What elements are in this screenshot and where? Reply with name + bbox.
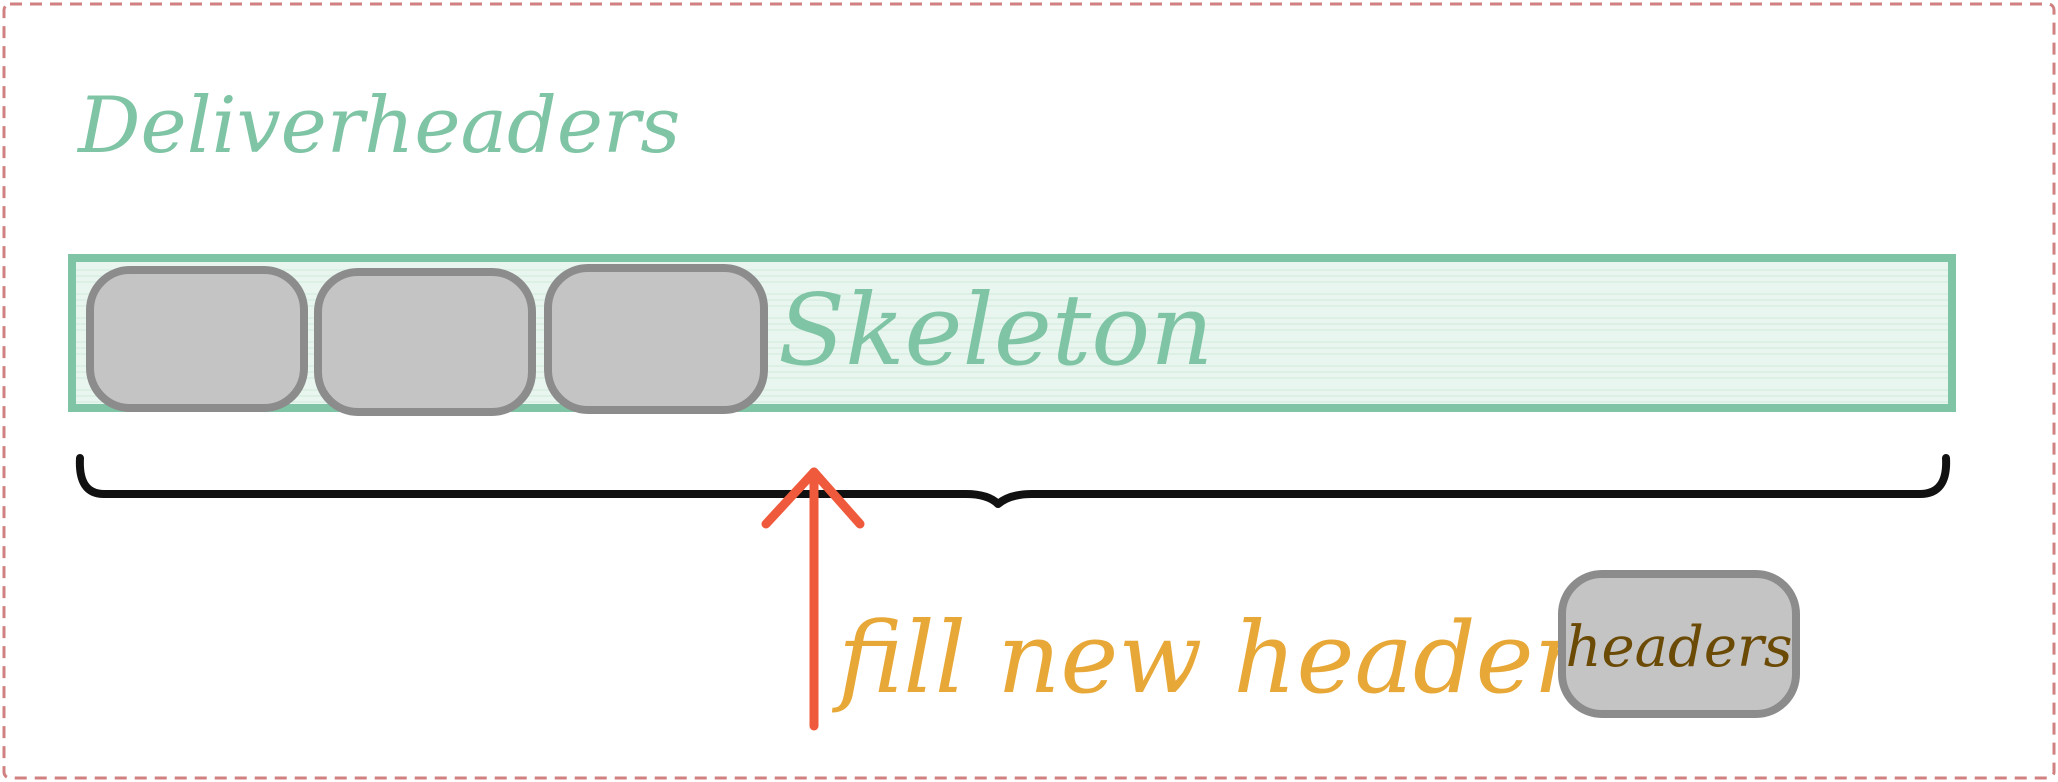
skeleton-container: Skeleton bbox=[68, 254, 1956, 416]
legend-headers-label: headers bbox=[1565, 615, 1792, 680]
up-arrow bbox=[761, 467, 865, 731]
header-block bbox=[86, 266, 308, 412]
header-block bbox=[314, 268, 536, 416]
action-label: fill new headers bbox=[831, 602, 1631, 716]
header-block bbox=[544, 264, 768, 414]
curly-brace bbox=[75, 454, 1951, 508]
diagram-title: Deliverheaders bbox=[76, 81, 680, 171]
legend-headers-box: headers bbox=[1558, 570, 1800, 718]
skeleton-label: Skeleton bbox=[778, 274, 1213, 388]
